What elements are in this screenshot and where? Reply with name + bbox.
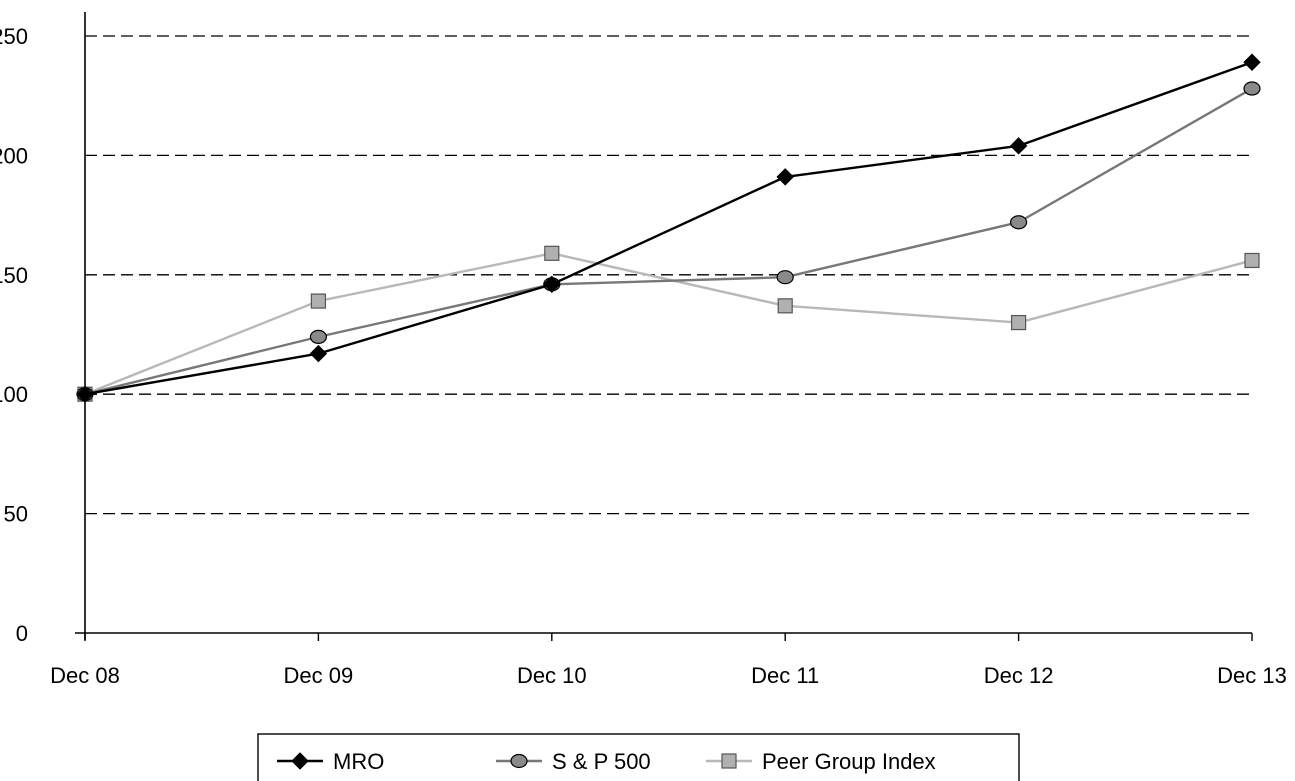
point-peer-group-index-dec-10 xyxy=(544,245,560,261)
point-mro-dec-08 xyxy=(76,385,94,403)
legend-label-s-p-500: S & P 500 xyxy=(552,749,651,774)
point-mro-dec-11 xyxy=(776,168,794,186)
y-tick-label-250: 250 xyxy=(0,24,28,49)
series-line-mro xyxy=(84,61,1253,396)
point-s-p-500-dec-09 xyxy=(309,329,327,344)
series-line-s-p-500 xyxy=(84,87,1253,396)
point-peer-group-index-dec-09 xyxy=(310,293,326,309)
legend-box xyxy=(257,733,1020,781)
y-tick-label-0: 0 xyxy=(16,621,28,646)
x-tick-label-dec-11: Dec 11 xyxy=(751,663,819,688)
point-peer-group-index-dec-13 xyxy=(1244,252,1260,269)
legend-label-mro: MRO xyxy=(333,749,384,774)
x-tick-label-dec-08: Dec 08 xyxy=(50,663,120,688)
legend-marker-peer-group-index xyxy=(721,753,737,769)
x-tick-label-dec-10: Dec 10 xyxy=(517,663,587,688)
series-mro xyxy=(76,53,1261,403)
point-mro-dec-09 xyxy=(309,344,328,363)
point-peer-group-index-dec-11 xyxy=(777,298,793,314)
y-tick-label-100: 100 xyxy=(0,382,28,407)
series-peer-group-index xyxy=(77,245,1260,402)
x-tick-label-dec-13: Dec 13 xyxy=(1217,663,1287,688)
legend-item-peer-group-index: Peer Group Index xyxy=(706,749,936,774)
legend: MRO S & P 500 Peer Group Index xyxy=(257,733,1020,781)
tick-labels: 0 50 100 150 200 250 Dec 08 Dec 09 Dec 10 Dec 11 D… xyxy=(0,24,1287,688)
axes xyxy=(75,12,1253,641)
point-mro-dec-10 xyxy=(543,275,561,294)
x-tick-label-dec-12: Dec 12 xyxy=(984,663,1054,688)
point-peer-group-index-dec-12 xyxy=(1010,314,1027,331)
series-group xyxy=(76,53,1261,403)
point-mro-dec-13 xyxy=(1243,53,1261,71)
series-s-p-500 xyxy=(76,81,1261,402)
y-tick-label-150: 150 xyxy=(0,263,28,288)
point-s-p-500-dec-12 xyxy=(1009,215,1028,230)
legend-item-s-p-500: S & P 500 xyxy=(496,749,651,774)
y-tick-label-50: 50 xyxy=(4,502,28,527)
legend-marker-mro xyxy=(291,752,309,770)
y-tick-label-200: 200 xyxy=(0,143,28,168)
legend-marker-s-p-500 xyxy=(510,753,528,769)
point-s-p-500-dec-11 xyxy=(776,270,794,285)
gridlines xyxy=(85,35,1252,515)
point-mro-dec-12 xyxy=(1009,137,1028,155)
x-tick-label-dec-09: Dec 09 xyxy=(284,663,354,688)
legend-label-peer-group-index: Peer Group Index xyxy=(762,749,936,774)
legend-item-mro: MRO xyxy=(277,749,384,774)
point-s-p-500-dec-13 xyxy=(1243,81,1261,96)
